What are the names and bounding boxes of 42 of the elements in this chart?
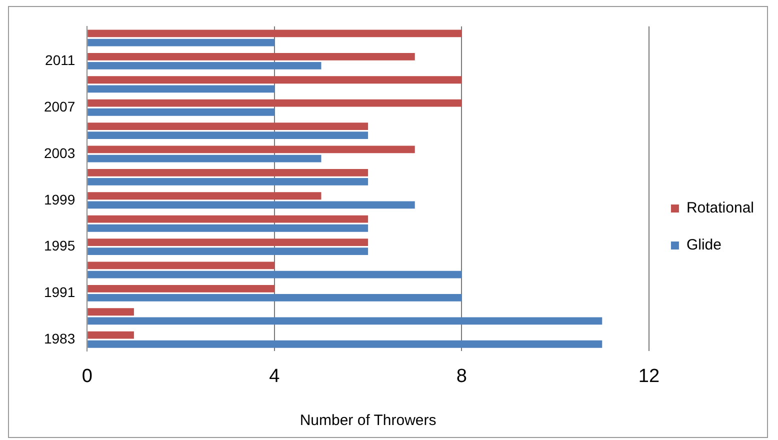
x-tick-label: 8 bbox=[456, 366, 467, 387]
x-tick-label: 12 bbox=[638, 366, 660, 387]
bar bbox=[88, 76, 462, 84]
bar bbox=[88, 270, 462, 278]
y-tick-label: 1991 bbox=[44, 284, 76, 300]
bar bbox=[88, 224, 368, 232]
x-axis-title: Number of Throwers bbox=[300, 412, 436, 430]
x-tick-label: 4 bbox=[269, 366, 280, 387]
bar bbox=[88, 38, 274, 46]
bar bbox=[88, 108, 274, 116]
bar bbox=[88, 146, 415, 154]
bar bbox=[88, 122, 368, 130]
bar bbox=[88, 30, 462, 38]
y-tick-label: 1999 bbox=[44, 191, 76, 208]
legend-label: Glide bbox=[686, 236, 722, 254]
bar bbox=[88, 238, 368, 246]
bar bbox=[88, 215, 368, 223]
bar bbox=[88, 201, 415, 209]
bar bbox=[88, 52, 415, 60]
bar bbox=[88, 294, 462, 302]
y-tick-label: 1995 bbox=[44, 238, 76, 254]
bar bbox=[88, 85, 274, 93]
bar bbox=[88, 340, 602, 348]
legend-label: Rotational bbox=[686, 200, 754, 217]
bar bbox=[88, 154, 322, 162]
bar bbox=[88, 317, 602, 325]
y-tick-label: 2003 bbox=[44, 144, 76, 161]
bar bbox=[88, 168, 368, 176]
bar bbox=[88, 248, 368, 256]
bar bbox=[88, 262, 274, 270]
bar bbox=[88, 192, 322, 200]
bar bbox=[88, 331, 134, 339]
bar bbox=[88, 99, 462, 107]
bar bbox=[88, 308, 134, 316]
y-tick-label: 2007 bbox=[44, 98, 76, 114]
bar bbox=[88, 178, 368, 186]
bar bbox=[88, 62, 322, 70]
bar bbox=[88, 132, 368, 140]
bar bbox=[88, 284, 274, 292]
x-tick-label: 0 bbox=[82, 366, 92, 387]
y-tick-label: 1983 bbox=[44, 330, 76, 346]
y-tick-label: 2011 bbox=[45, 52, 76, 68]
